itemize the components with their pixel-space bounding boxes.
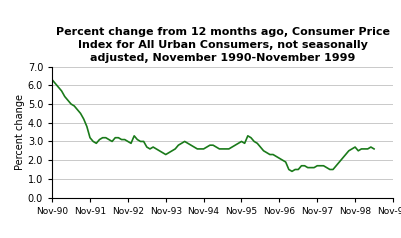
Y-axis label: Percent change: Percent change	[15, 94, 25, 170]
Title: Percent change from 12 months ago, Consumer Price
Index for All Urban Consumers,: Percent change from 12 months ago, Consu…	[56, 27, 389, 63]
